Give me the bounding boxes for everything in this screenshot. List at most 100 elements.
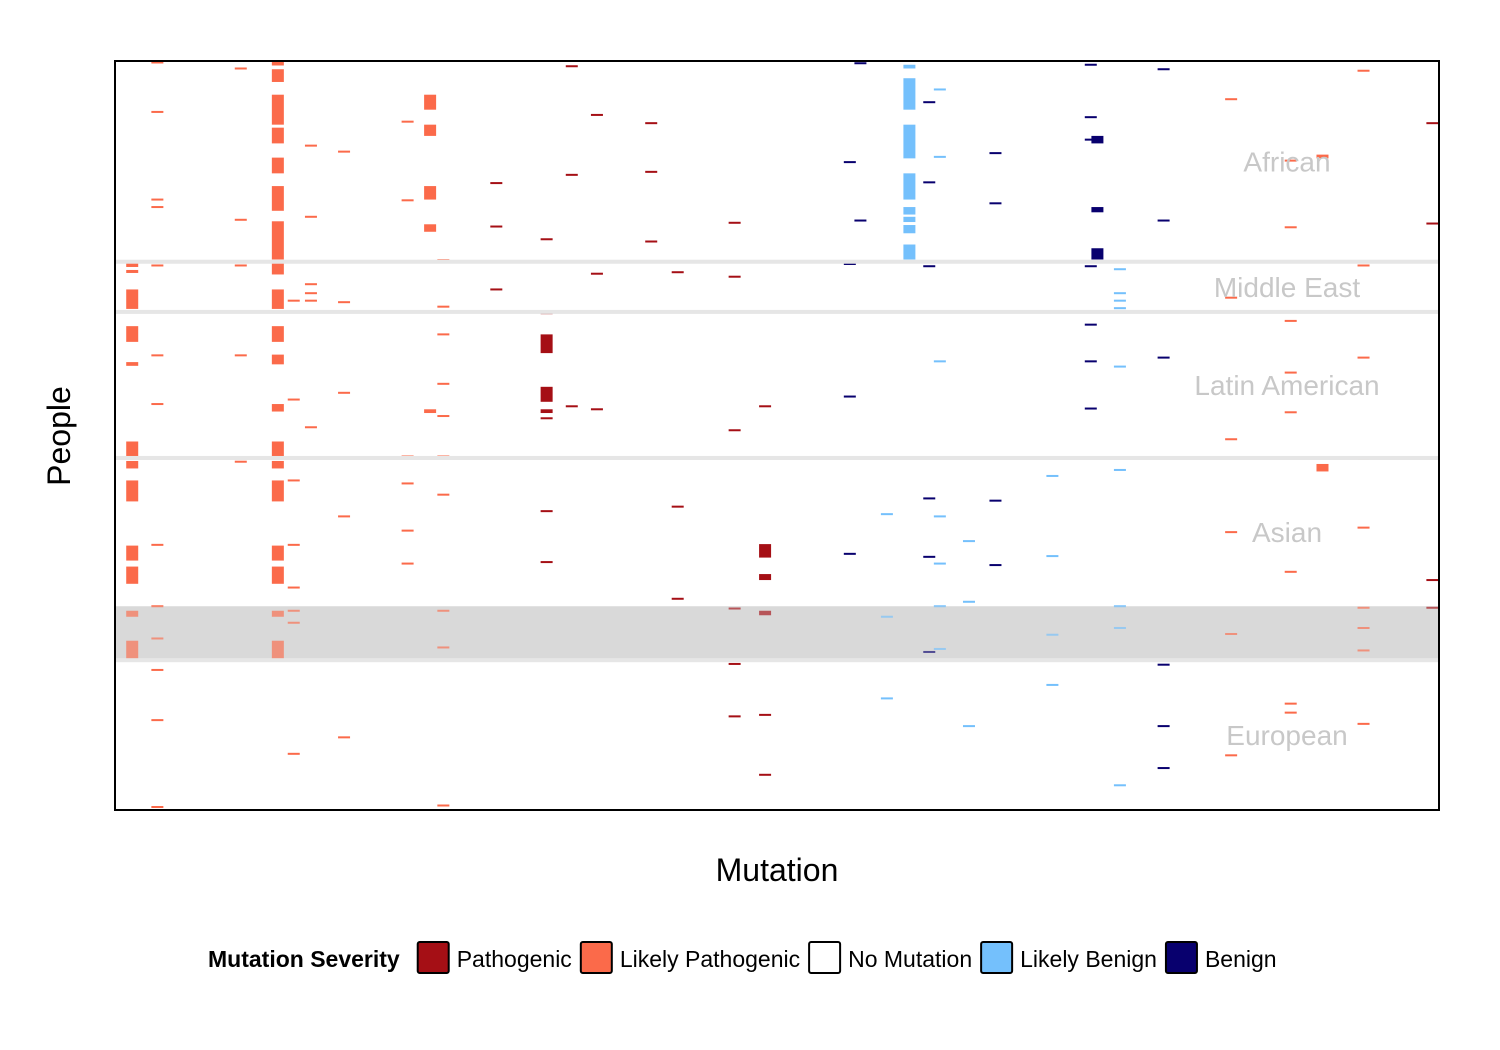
mutation-cell [933, 360, 946, 363]
mutation-cell [437, 804, 450, 807]
mutation-cell [728, 607, 741, 610]
mutation-cell [437, 493, 450, 496]
group-label: European [1226, 720, 1347, 751]
mutation-cell [437, 415, 450, 418]
mutation-cell [540, 386, 553, 402]
highlight-band [115, 606, 1439, 661]
mutation-cell [565, 65, 578, 68]
mutation-cell [989, 564, 1002, 567]
mutation-cell [933, 647, 946, 650]
mutation-cell [126, 289, 139, 309]
mutation-cell [424, 94, 437, 110]
group-separator [115, 658, 1439, 663]
mutation-cell [304, 283, 317, 286]
mutation-cell [287, 299, 300, 302]
mutation-cell [1157, 663, 1170, 666]
mutation-cell [1284, 702, 1297, 705]
mutation-cell [540, 417, 553, 420]
mutation-cell [1113, 605, 1126, 608]
mutation-cell [1284, 711, 1297, 714]
legend-swatch [416, 941, 450, 974]
mutation-cell [880, 615, 893, 618]
mutation-cell [151, 543, 164, 546]
mutation-cell [1284, 159, 1297, 162]
mutation-cell [1316, 463, 1329, 472]
mutation-cell [304, 292, 317, 295]
mutation-cell [271, 289, 284, 309]
legend-entry-label: Benign [1205, 946, 1277, 972]
mutation-cell [1157, 219, 1170, 222]
mutation-cell [234, 218, 247, 221]
mutation-cell [565, 405, 578, 408]
mutation-cell [759, 544, 772, 558]
mutation-cell [271, 460, 284, 469]
legend-swatch [808, 941, 842, 974]
mutation-cell [490, 182, 503, 185]
mutation-cell [933, 515, 946, 518]
mutation-cell [338, 150, 351, 153]
mutation-cell [401, 199, 414, 202]
legend-entry-label: Likely Benign [1020, 946, 1157, 972]
mutation-cell [151, 719, 164, 722]
mutation-cell [933, 155, 946, 158]
mutation-cell [271, 610, 284, 617]
highlight-layer [115, 606, 1439, 661]
mutation-cell [401, 120, 414, 123]
mutation-cell [126, 441, 139, 457]
mutation-cell [338, 391, 351, 394]
mutation-cell [728, 275, 741, 278]
mutation-cell [962, 540, 975, 543]
mutation-cell [540, 561, 553, 564]
group-label: African [1243, 146, 1330, 177]
mutation-cell [933, 88, 946, 91]
mutation-cell [437, 333, 450, 336]
mutation-cell [287, 398, 300, 401]
mutation-cell [126, 260, 139, 267]
mutation-cell [271, 326, 284, 342]
mutation-cell [1157, 356, 1170, 359]
mutation-cell [126, 610, 139, 617]
mutation-cell [338, 515, 351, 518]
legend-swatch [1164, 941, 1198, 974]
mutation-cell [1113, 365, 1126, 368]
mutation-cell [1225, 98, 1238, 101]
highlight-overlay [115, 606, 1439, 661]
mutation-cell [151, 206, 164, 209]
mutation-cell [1357, 526, 1370, 529]
mutation-cell [962, 600, 975, 603]
mutation-cell [151, 354, 164, 357]
mutation-cell [1426, 122, 1439, 125]
mutation-cell [271, 127, 284, 144]
mutation-cell [759, 773, 772, 776]
mutation-cell [1113, 626, 1126, 629]
mutation-cell [590, 272, 603, 275]
mutation-cell [1225, 296, 1238, 299]
x-axis-title: Mutation [716, 852, 839, 888]
mutation-cell [1284, 226, 1297, 229]
mutation-cell [903, 244, 916, 260]
mutation-cell [287, 752, 300, 755]
mutation-cell [565, 173, 578, 176]
mutation-cell [1091, 207, 1104, 213]
mutation-cell [1426, 222, 1439, 225]
mutation-cell [1284, 411, 1297, 414]
mutation-cell [671, 271, 684, 274]
mutation-cell [843, 161, 856, 164]
legend: Mutation Severity Pathogenic Likely Patho… [208, 941, 1277, 974]
mutation-cell [271, 221, 284, 260]
mutation-cell [645, 122, 658, 125]
mutation-cell [759, 610, 772, 616]
mutation-cell [923, 101, 936, 104]
mutation-cell [728, 221, 741, 224]
mutation-cell [1357, 722, 1370, 725]
mutation-cell [271, 566, 284, 584]
mutation-cell [933, 562, 946, 565]
mutation-cell [437, 646, 450, 649]
mutation-cell [1357, 69, 1370, 72]
mutation-cell [1084, 265, 1097, 268]
mutation-cell [126, 640, 139, 661]
mutation-cell [880, 513, 893, 516]
mutation-cell [1084, 323, 1097, 326]
mutation-cell [1157, 68, 1170, 71]
